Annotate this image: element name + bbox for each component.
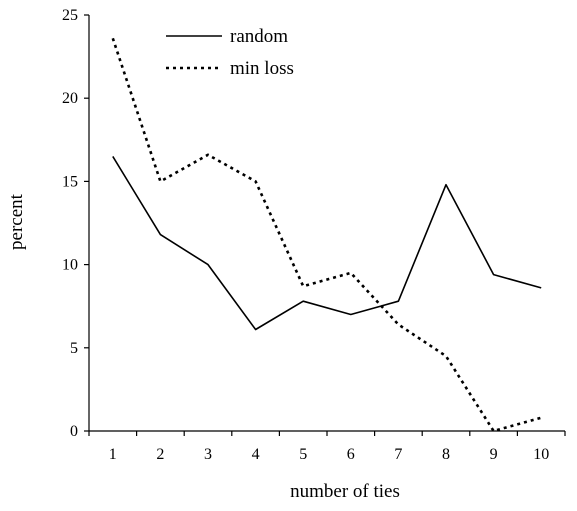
legend: random min loss (166, 26, 294, 79)
y-tick-label: 0 (70, 423, 78, 440)
legend-label: random (230, 26, 288, 47)
x-tick-label: 9 (490, 446, 498, 463)
axes (88, 15, 565, 432)
x-axis-label: number of ties (290, 481, 400, 502)
series-line-min-loss (111, 37, 542, 433)
x-tick-label: 4 (252, 446, 260, 463)
x-tick-label: 1 (109, 446, 117, 463)
x-tick-label: 8 (442, 446, 450, 463)
y-tick-label: 15 (62, 173, 78, 190)
y-tick-label: 20 (62, 90, 78, 107)
x-tick-label: 2 (156, 446, 164, 463)
series-lines (111, 37, 542, 433)
series-line-random (112, 155, 542, 331)
x-tick-label: 6 (347, 446, 355, 463)
x-tick-label: 5 (299, 446, 307, 463)
x-tick-label: 3 (204, 446, 212, 463)
legend-label: min loss (230, 58, 294, 79)
y-tick-label: 10 (62, 257, 78, 274)
y-tick-label: 25 (62, 7, 78, 24)
y-axis-label: percent (6, 193, 27, 250)
ticks: 0 5 10 15 20 25 1 2 3 4 5 6 7 8 9 10 (62, 7, 566, 463)
x-tick-label: 10 (533, 446, 549, 463)
y-tick-label: 5 (70, 340, 78, 357)
x-tick-label: 7 (394, 446, 402, 463)
